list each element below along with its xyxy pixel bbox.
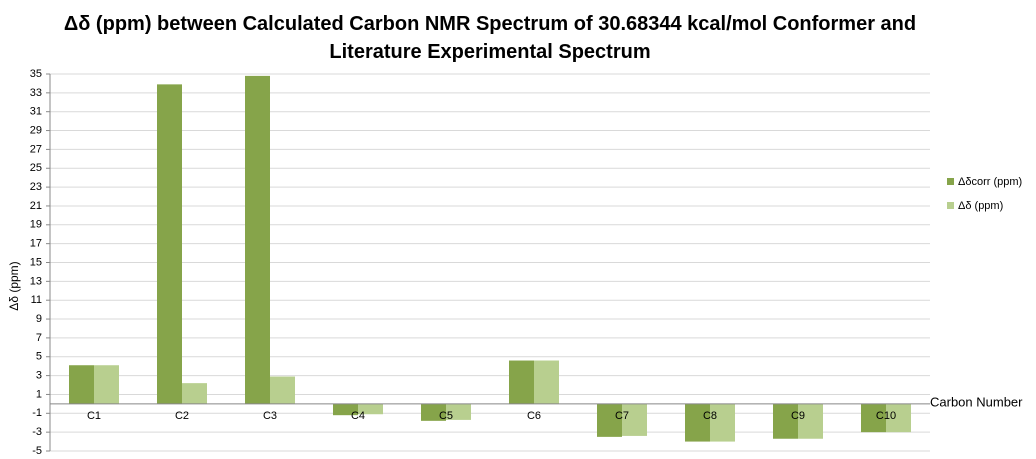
x-tick-label: C3 xyxy=(263,410,277,422)
y-tick-label: 21 xyxy=(30,200,42,212)
y-tick-label: 19 xyxy=(30,219,42,231)
y-tick-label: 13 xyxy=(30,275,42,287)
chart-title: Δδ (ppm) between Calculated Carbon NMR S… xyxy=(63,13,917,63)
legend-label: Δδ (ppm) xyxy=(958,200,1003,212)
bar xyxy=(710,403,735,442)
bar xyxy=(358,403,383,415)
y-tick-label: 25 xyxy=(30,162,42,174)
x-tick-label: C2 xyxy=(175,410,189,422)
bar xyxy=(421,403,446,421)
y-tick-label: 11 xyxy=(31,294,42,306)
bar xyxy=(798,403,823,439)
bar xyxy=(157,84,182,404)
x-tick-label: C8 xyxy=(703,410,717,422)
y-tick-label: 9 xyxy=(36,313,42,325)
y-tick-label: -5 xyxy=(32,445,42,457)
legend-swatch xyxy=(947,178,954,185)
legend-swatch xyxy=(947,202,954,209)
bar xyxy=(773,403,798,439)
bar xyxy=(861,403,886,433)
bar xyxy=(534,360,559,404)
y-tick-label: 7 xyxy=(36,332,42,344)
x-tick-label: C6 xyxy=(527,410,541,422)
x-tick-label: C5 xyxy=(439,410,453,422)
bar xyxy=(886,403,911,433)
y-tick-label: 23 xyxy=(30,181,42,193)
y-tick-label: 15 xyxy=(30,256,42,268)
bar xyxy=(622,403,647,436)
y-tick-label: 29 xyxy=(30,124,42,136)
y-tick-label: 17 xyxy=(30,238,42,250)
y-tick-label: 31 xyxy=(30,106,42,118)
y-tick-label: 35 xyxy=(30,68,42,80)
bar xyxy=(446,403,471,420)
y-axis-label: Δδ (ppm) xyxy=(7,261,21,310)
bar xyxy=(245,75,270,404)
bar xyxy=(509,360,534,404)
x-tick-label: C7 xyxy=(615,410,629,422)
y-tick-label: -1 xyxy=(32,407,42,419)
y-tick-label: 1 xyxy=(36,388,42,400)
x-axis-label: Carbon Number xyxy=(930,394,1023,409)
bar xyxy=(69,365,94,404)
x-tick-label: C4 xyxy=(351,410,365,422)
y-tick-label: 3 xyxy=(36,370,42,382)
y-tick-label: 33 xyxy=(30,87,42,99)
bar xyxy=(94,365,119,404)
y-tick-label: 5 xyxy=(36,351,42,363)
bar xyxy=(182,383,207,404)
x-tick-label: C10 xyxy=(876,410,896,422)
bar xyxy=(597,403,622,437)
bar xyxy=(270,376,295,404)
y-tick-label: 27 xyxy=(30,143,42,155)
x-tick-label: C1 xyxy=(87,410,101,422)
y-tick-label: -3 xyxy=(32,426,42,438)
legend-label: Δδcorr (ppm) xyxy=(958,176,1022,188)
bar xyxy=(685,403,710,442)
bar xyxy=(333,403,358,416)
x-tick-label: C9 xyxy=(791,410,805,422)
